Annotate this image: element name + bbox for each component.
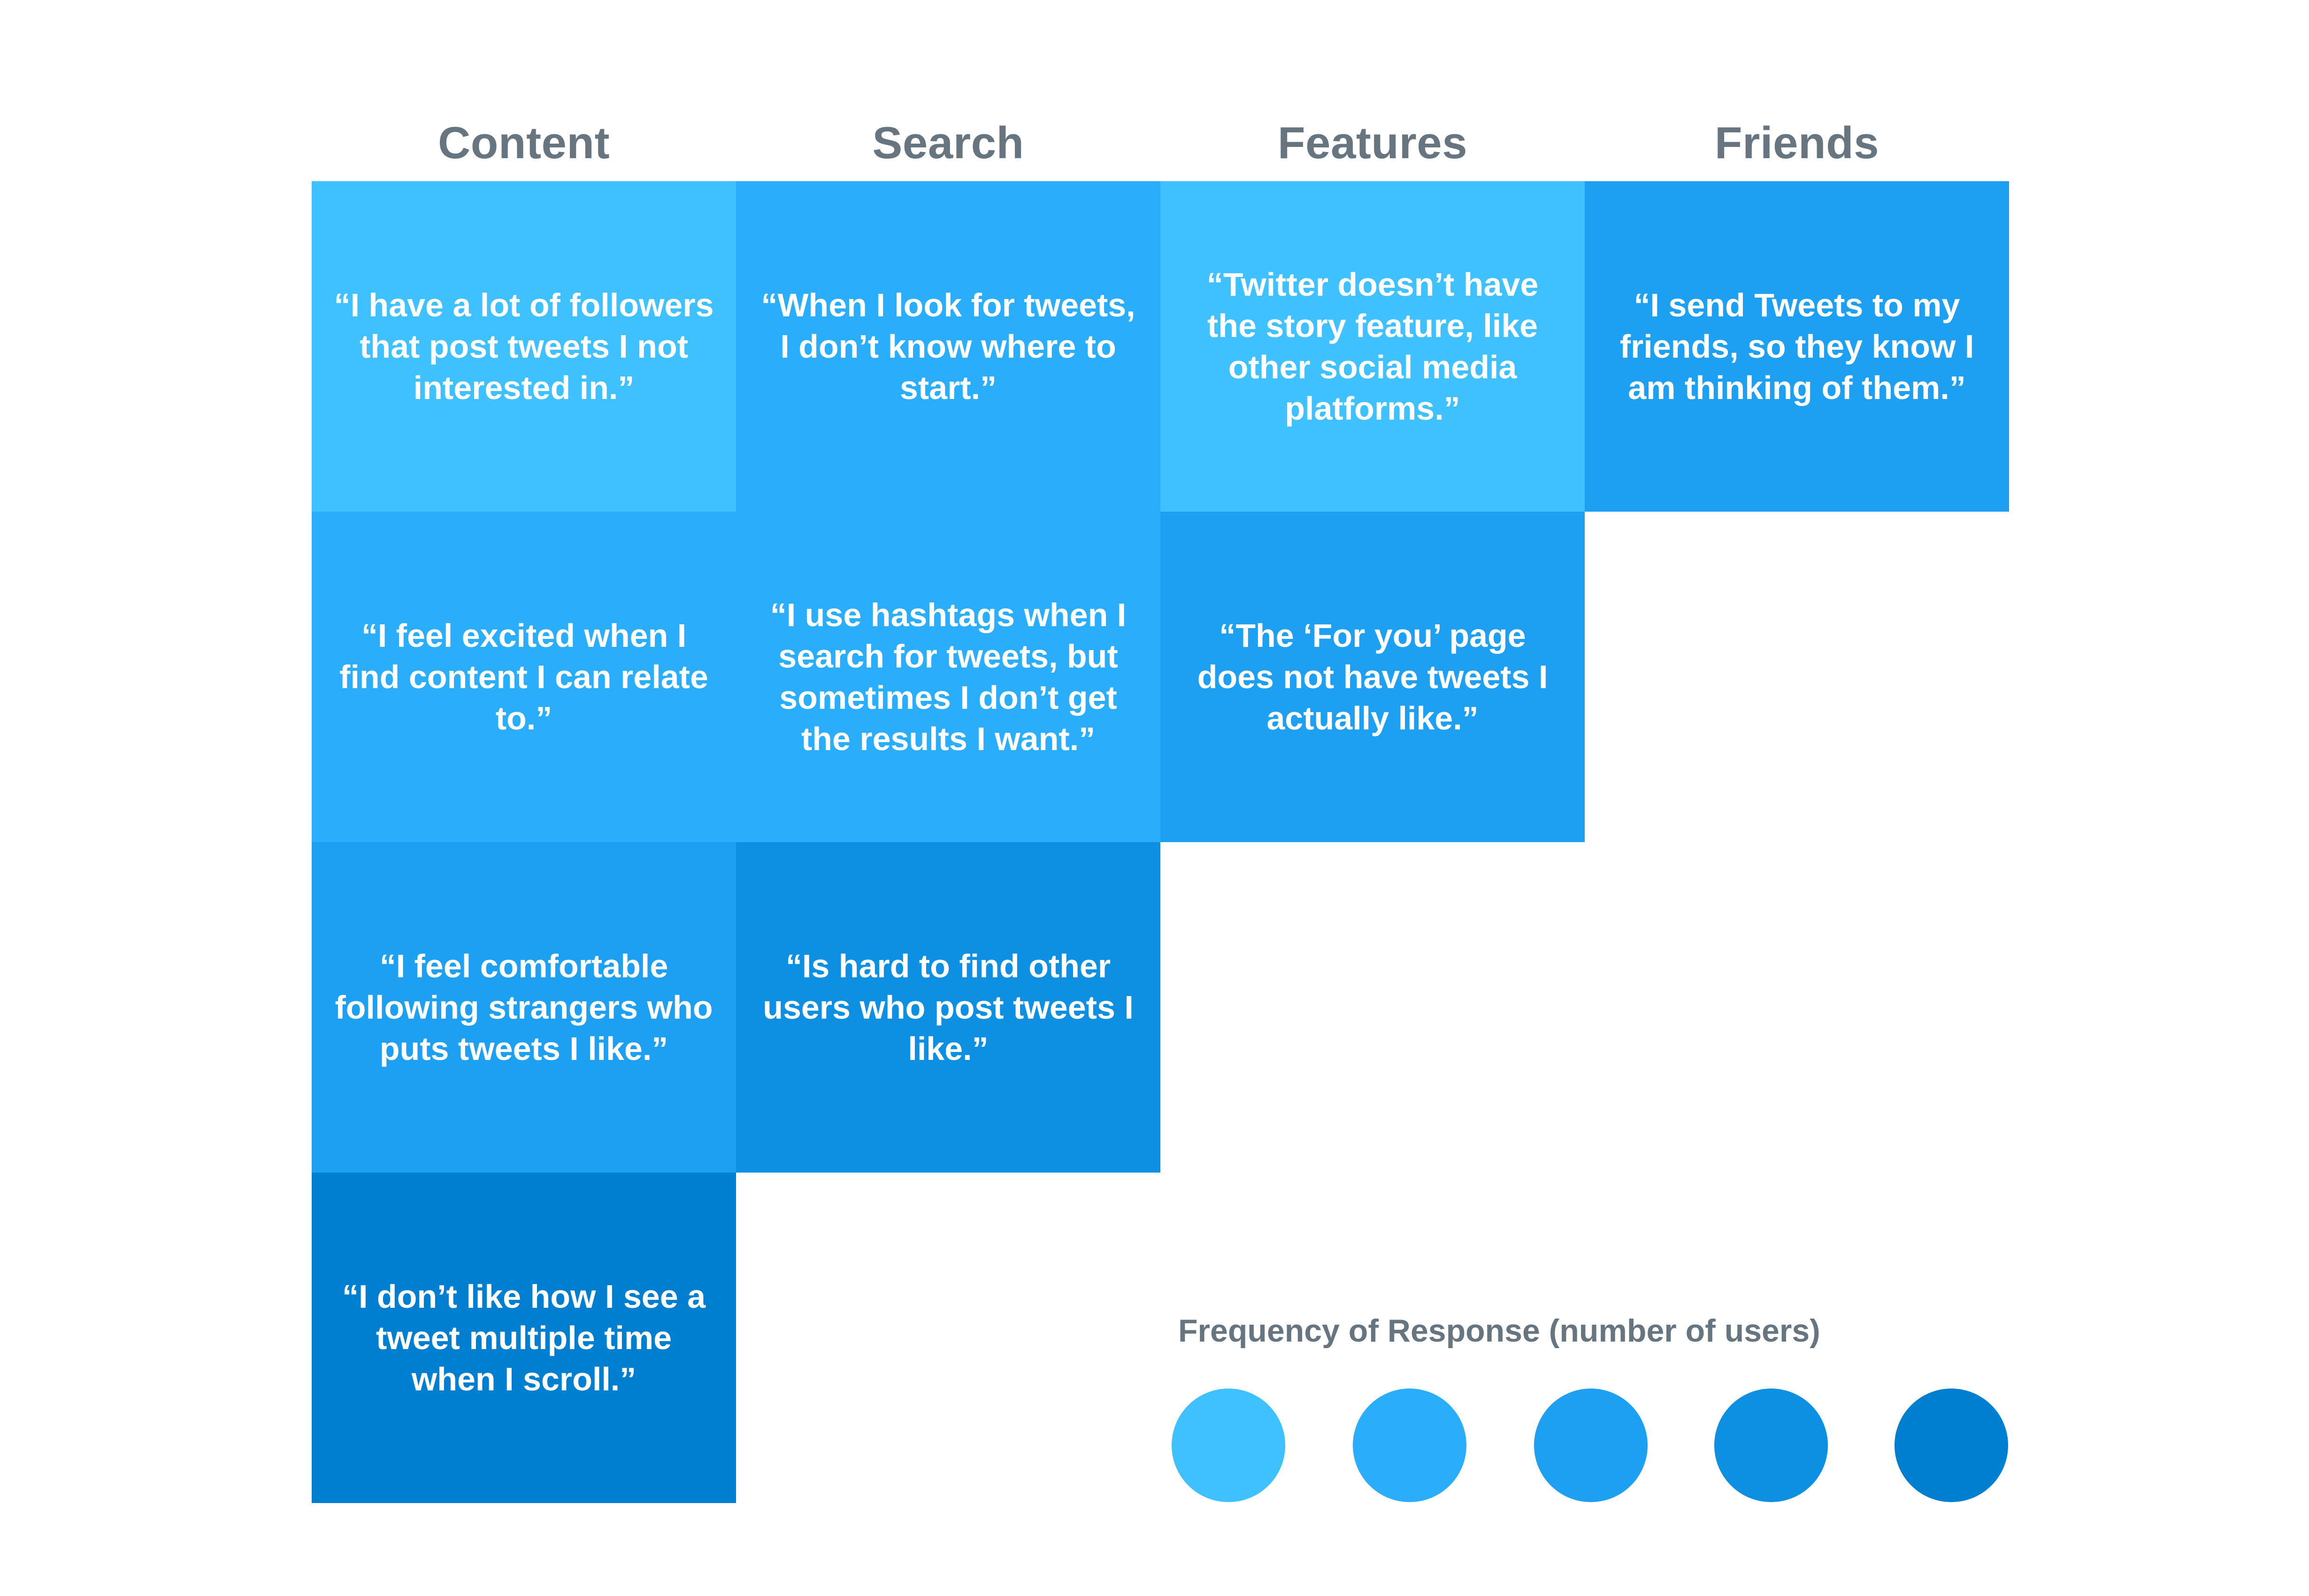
quote-text: “I have a lot of followers that post twe… [334,287,714,406]
quote-text: “Is hard to find other users who post tw… [763,948,1134,1067]
quote-card: “The ‘For you’ page does not have tweets… [1160,512,1585,842]
column-header-search: Search [872,118,1024,168]
quote-card: “I feel excited when I find content I ca… [312,512,736,842]
column-header-features: Features [1277,118,1468,168]
quote-card: “Twitter doesn’t have the story feature,… [1160,181,1585,512]
legend-swatch-level-1 [1172,1389,1285,1502]
legend-swatch-level-5 [1895,1389,2008,1502]
column-header-content: Content [437,118,610,168]
quote-text: “I send Tweets to my friends, so they kn… [1619,287,1974,406]
legend-swatch-level-3 [1534,1389,1648,1502]
quote-text: “I don’t like how I see a tweet multiple… [342,1278,706,1397]
quote-card: “When I look for tweets, I don’t know wh… [736,181,1160,512]
quote-card: “I have a lot of followers that post twe… [312,181,736,512]
quote-text: “When I look for tweets, I don’t know wh… [761,287,1135,406]
column-header-friends: Friends [1714,118,1879,168]
legend-swatch-level-4 [1714,1389,1828,1502]
legend-title: Frequency of Response (number of users) [1178,1313,1820,1349]
quote-text: “I use hashtags when I search for tweets… [770,597,1127,757]
quote-text: “Twitter doesn’t have the story feature,… [1206,266,1539,427]
quote-card: “I send Tweets to my friends, so they kn… [1585,181,2009,512]
quote-card: “I use hashtags when I search for tweets… [736,512,1160,842]
legend-swatch-level-2 [1353,1389,1466,1502]
quote-text: “The ‘For you’ page does not have tweets… [1197,617,1548,737]
quote-text: “I feel excited when I find content I ca… [339,617,708,737]
quote-text: “I feel comfortable following strangers … [335,948,713,1067]
quote-card: “I don’t like how I see a tweet multiple… [312,1173,736,1503]
quote-card: “I feel comfortable following strangers … [312,842,736,1173]
quote-card: “Is hard to find other users who post tw… [736,842,1160,1173]
